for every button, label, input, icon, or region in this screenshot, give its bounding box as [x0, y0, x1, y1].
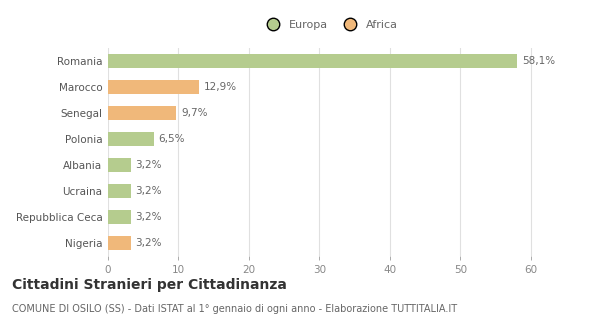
Bar [108, 210, 131, 224]
Bar [108, 184, 131, 198]
Bar [108, 132, 154, 146]
Bar [108, 54, 517, 68]
Text: 58,1%: 58,1% [523, 56, 556, 66]
Bar [108, 236, 131, 250]
Text: 6,5%: 6,5% [159, 134, 185, 144]
Legend: Europa, Africa: Europa, Africa [258, 15, 402, 34]
Text: 3,2%: 3,2% [136, 186, 162, 196]
Text: 3,2%: 3,2% [136, 212, 162, 222]
Text: COMUNE DI OSILO (SS) - Dati ISTAT al 1° gennaio di ogni anno - Elaborazione TUTT: COMUNE DI OSILO (SS) - Dati ISTAT al 1° … [12, 304, 457, 314]
Text: Cittadini Stranieri per Cittadinanza: Cittadini Stranieri per Cittadinanza [12, 278, 287, 292]
Text: 12,9%: 12,9% [204, 82, 237, 92]
Text: 3,2%: 3,2% [136, 238, 162, 248]
Bar [108, 106, 176, 120]
Bar [108, 80, 199, 94]
Bar [108, 158, 131, 172]
Text: 3,2%: 3,2% [136, 160, 162, 170]
Text: 9,7%: 9,7% [181, 108, 208, 118]
